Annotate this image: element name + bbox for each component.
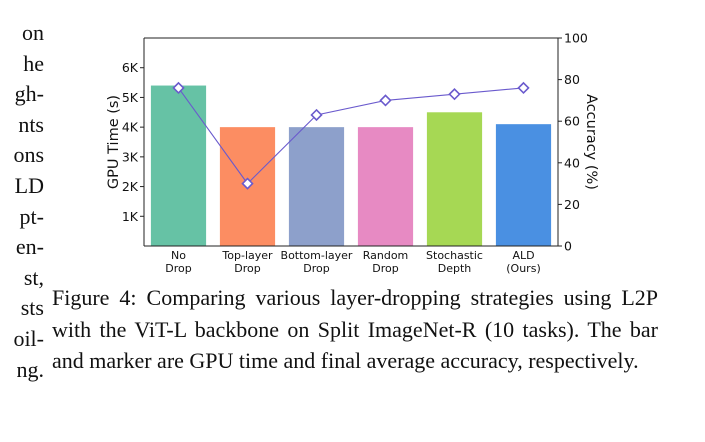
left-column-line: st, <box>23 264 44 290</box>
accuracy-marker-4 <box>448 88 461 101</box>
category-label-2-1: Drop <box>303 262 329 275</box>
category-label-3-1: Drop <box>372 262 398 275</box>
category-label-4-0: Stochastic <box>426 249 483 262</box>
right-tick-label-2: 40 <box>564 155 580 170</box>
accuracy-marker-3 <box>379 94 392 107</box>
left-tick-label-5: 6K <box>122 60 139 75</box>
bar-3 <box>357 127 414 246</box>
left-axis-label: GPU Time (s) <box>106 95 122 189</box>
right-tick-label-0: 0 <box>564 239 572 254</box>
accuracy-line <box>178 87 524 185</box>
accuracy-marker-0 <box>172 81 185 95</box>
left-column-text: on he gh-nts ons LD pt-en-st, sts oil-ng. <box>0 18 44 385</box>
left-column-line: oil- <box>13 325 44 351</box>
left-column-line: sts <box>20 295 44 321</box>
left-tick-label-3: 4K <box>122 120 139 135</box>
accuracy-marker-5 <box>517 81 530 95</box>
left-column-line: ng. <box>16 356 45 382</box>
accuracy-marker-2 <box>310 108 323 122</box>
left-column-line: en- <box>15 234 44 260</box>
bar-2 <box>288 127 345 246</box>
right-tick-label-5: 100 <box>564 31 588 46</box>
category-label-1-1: Drop <box>234 262 260 275</box>
left-tick-label-4: 5K <box>122 90 139 105</box>
figure-caption: Figure 4: Comparing various layer-droppi… <box>52 285 658 373</box>
bar-4 <box>426 112 483 247</box>
category-label-4-1: Depth <box>438 262 472 275</box>
category-label-5-0: ALD <box>512 249 534 262</box>
right-tick-label-3: 60 <box>564 114 580 129</box>
left-column-line: LD <box>14 172 44 198</box>
left-column-line: ons <box>13 142 44 168</box>
left-column-line: he <box>23 50 44 76</box>
right-axis-label: Accuracy (%) <box>583 94 599 190</box>
accuracy-marker-1 <box>241 177 254 190</box>
left-column-line: pt- <box>19 203 44 229</box>
category-label-5-1: (Ours) <box>506 262 540 275</box>
right-tick-label-1: 20 <box>564 197 580 212</box>
category-label-0-0: No <box>171 249 186 262</box>
bar-0 <box>150 85 207 246</box>
left-tick-label-0: 1K <box>122 209 139 224</box>
category-label-2-0: Bottom-layer <box>281 249 353 262</box>
left-tick-label-1: 2K <box>122 179 139 194</box>
right-tick-label-4: 80 <box>564 72 580 87</box>
category-label-0-1: Drop <box>165 262 191 275</box>
left-tick-label-2: 3K <box>122 149 139 164</box>
left-column-line: on <box>22 20 44 45</box>
left-column-line: gh- <box>14 81 44 107</box>
gpu-time-accuracy-chart: 1K 2K 3K 4K 5K 6K 0 20 40 60 80 100 GPU Time (s) Accu… <box>106 31 599 276</box>
bar-5 <box>495 124 552 246</box>
category-label-1-0: Top-layer <box>221 249 273 262</box>
left-column-line: nts <box>18 111 44 137</box>
category-label-3-0: Random <box>363 249 409 262</box>
